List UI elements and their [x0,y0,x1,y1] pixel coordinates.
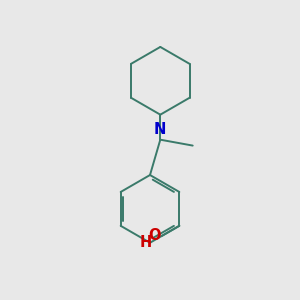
Text: H: H [140,235,152,250]
Text: O: O [149,228,161,243]
Text: N: N [154,122,167,137]
